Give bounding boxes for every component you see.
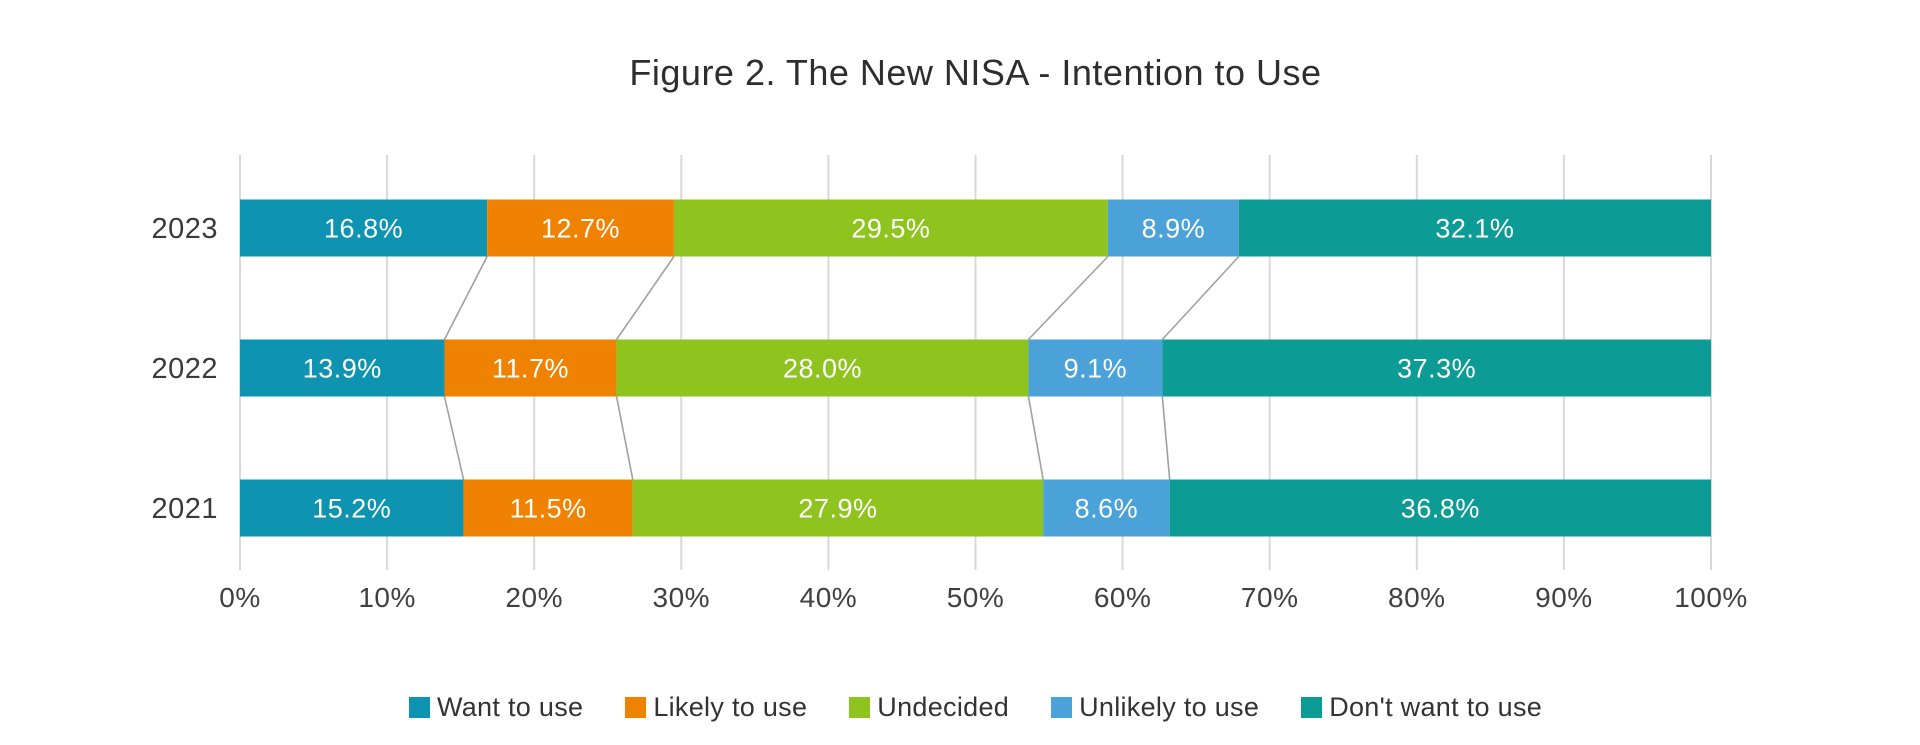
bar-segment xyxy=(240,479,464,537)
bar-value-label: 8.9% xyxy=(1142,213,1206,243)
bar-segment xyxy=(463,479,633,537)
bar-segment xyxy=(673,199,1108,257)
x-axis-tick-label: 0% xyxy=(219,582,260,613)
connector-line xyxy=(1027,255,1109,341)
connector-line xyxy=(443,256,488,340)
connector-line xyxy=(1161,255,1240,341)
bar-value-label: 12.7% xyxy=(541,213,620,243)
legend-swatch-icon xyxy=(625,697,647,718)
bar-value-label: 11.7% xyxy=(492,353,569,383)
connector-line xyxy=(1161,396,1171,480)
legend-swatch-icon xyxy=(408,697,430,718)
bar-segment xyxy=(1169,479,1711,537)
legend-label: Want to use xyxy=(436,692,584,722)
year-label: 2023 xyxy=(151,213,218,245)
bar-value-label: 28.0% xyxy=(783,353,862,383)
legend-item-unlikely-to-use: Unlikely to use xyxy=(1051,692,1259,723)
x-axis-tick-label: 50% xyxy=(947,582,1005,613)
connector-line xyxy=(1027,396,1044,480)
bar-value-label: 29.5% xyxy=(851,213,930,243)
bar-segment xyxy=(1162,339,1711,397)
bar-segment xyxy=(444,339,617,397)
bar-segment xyxy=(1043,479,1170,537)
x-axis-tick-label: 100% xyxy=(1674,582,1748,613)
legend-swatch-icon xyxy=(849,697,871,718)
legend-item-undecided: Undecided xyxy=(849,692,1009,723)
bar-value-label: 13.9% xyxy=(303,353,382,383)
chart-title: Figure 2. The New NISA - Intention to Us… xyxy=(629,52,1322,93)
connector-line xyxy=(615,396,634,480)
bar-value-label: 11.5% xyxy=(510,493,587,523)
legend-item-likely-to-use: Likely to use xyxy=(625,692,807,723)
bar-value-label: 8.6% xyxy=(1075,493,1139,523)
bar-value-label: 9.1% xyxy=(1064,353,1128,383)
legend-label: Likely to use xyxy=(653,692,808,722)
bar-value-label: 16.8% xyxy=(324,213,403,243)
x-axis-tick-label: 30% xyxy=(653,582,711,613)
bar-segment xyxy=(240,199,488,257)
legend-item-want-to-use: Want to use xyxy=(408,692,584,723)
x-axis-tick-label: 90% xyxy=(1535,582,1593,613)
bar-segment xyxy=(616,339,1029,397)
legend-label: Don't want to use xyxy=(1329,692,1543,722)
year-label: 2022 xyxy=(151,353,218,385)
bar-value-label: 32.1% xyxy=(1435,213,1514,243)
chart-legend: Want to use Likely to use Undecided Unlikel… xyxy=(240,692,1711,723)
x-axis-tick-label: 70% xyxy=(1241,582,1299,613)
bar-segment xyxy=(240,339,445,397)
legend-swatch-icon xyxy=(1051,697,1073,718)
legend-label: Undecided xyxy=(877,692,1010,722)
legend-label: Unlikely to use xyxy=(1079,692,1260,722)
x-axis-tick-label: 60% xyxy=(1094,582,1152,613)
bar-value-label: 36.8% xyxy=(1401,493,1480,523)
bar-segment xyxy=(632,479,1044,537)
bar-segment xyxy=(1238,199,1711,257)
legend-swatch-icon xyxy=(1301,697,1323,718)
x-axis-tick-label: 10% xyxy=(358,582,416,613)
x-axis-tick-label: 40% xyxy=(800,582,858,613)
x-axis-tick-label: 20% xyxy=(505,582,563,613)
x-axis-tick-label: 80% xyxy=(1388,582,1446,613)
bar-value-label: 15.2% xyxy=(312,493,391,523)
bar-segment xyxy=(1107,199,1239,257)
connector-line xyxy=(615,256,675,340)
bar-value-label: 27.9% xyxy=(798,493,877,523)
bar-value-label: 37.3% xyxy=(1397,353,1476,383)
legend-item-don-t-want-to-use: Don't want to use xyxy=(1301,692,1542,723)
connector-line xyxy=(443,396,465,480)
year-label: 2021 xyxy=(151,493,218,525)
bar-segment xyxy=(487,199,674,257)
bar-segment xyxy=(1028,339,1163,397)
